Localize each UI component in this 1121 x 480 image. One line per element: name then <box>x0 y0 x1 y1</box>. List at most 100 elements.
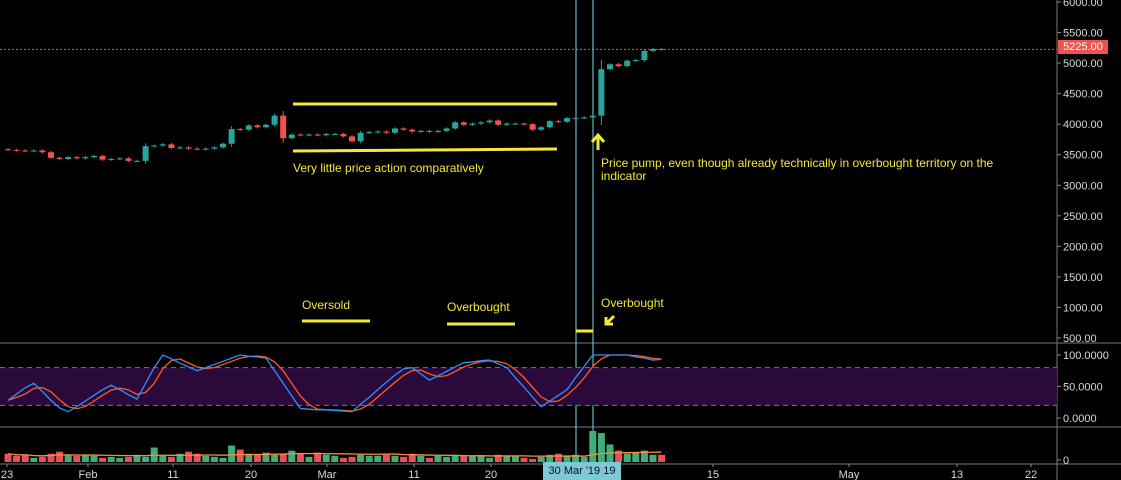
volume-bar <box>425 457 433 462</box>
volume-bar <box>202 455 210 462</box>
volume-bar <box>554 453 562 462</box>
candle <box>254 125 261 128</box>
candle <box>495 120 502 125</box>
candle <box>469 123 476 125</box>
candle <box>650 49 656 51</box>
candle <box>323 133 330 136</box>
candle <box>125 158 132 161</box>
volume-bar <box>615 450 623 462</box>
candle <box>624 60 631 67</box>
volume-bar <box>245 453 253 462</box>
volume-bar <box>623 453 631 462</box>
annotation-line <box>292 147 558 153</box>
volume-bar <box>580 456 588 462</box>
price-tick-label: 4000.00 <box>1063 119 1103 131</box>
candle <box>383 131 390 133</box>
volume-bar <box>116 457 124 462</box>
candle <box>288 134 295 139</box>
volume-bar <box>417 455 425 462</box>
volume-bar <box>64 454 72 462</box>
volume-bar <box>228 445 236 462</box>
stoch-tick-label: 0.0000 <box>1063 413 1097 425</box>
volume-bar <box>434 455 442 462</box>
candle <box>374 131 381 133</box>
candle <box>392 128 398 133</box>
volume-bar <box>4 453 12 462</box>
price-tick-label: 500.00 <box>1063 333 1097 345</box>
time-tick-label: 20 <box>485 469 497 480</box>
volume-bar <box>503 455 511 462</box>
volume-ma-line <box>7 451 662 457</box>
candle <box>486 120 493 123</box>
candle <box>331 133 338 135</box>
volume-bar <box>391 455 399 462</box>
volume-bar <box>322 454 330 462</box>
candle <box>116 158 123 160</box>
volume-bar <box>296 453 304 462</box>
candle <box>73 157 80 159</box>
arrow-up-icon <box>590 132 606 150</box>
candle <box>151 145 158 147</box>
volume-bar <box>236 449 244 462</box>
candle <box>538 127 545 130</box>
candle <box>340 133 347 137</box>
candle <box>48 152 54 158</box>
annotation-overbought-1: Overbought <box>447 300 510 314</box>
volume-bar <box>56 451 64 462</box>
volume-bar <box>288 450 296 462</box>
candle <box>572 118 579 120</box>
volume-bar <box>400 456 408 462</box>
candle <box>271 115 278 125</box>
price-tick-label: 3500.00 <box>1063 150 1103 162</box>
candle <box>39 150 46 153</box>
candle <box>546 121 553 128</box>
volume-bar <box>649 454 657 462</box>
annotation-oversold: Oversold <box>302 298 351 312</box>
volume-bar <box>99 457 107 462</box>
candle <box>598 69 605 116</box>
volume-bar <box>460 455 468 462</box>
volume-bar <box>468 455 476 462</box>
volume-bar <box>520 457 528 462</box>
volume-bar <box>658 454 666 462</box>
volume-bar <box>253 454 261 462</box>
volume-bar <box>348 456 356 462</box>
candle <box>220 143 226 148</box>
candle <box>417 130 424 132</box>
candle <box>30 150 37 152</box>
volume-bar <box>167 456 175 462</box>
candle <box>237 129 244 131</box>
volume-bar <box>305 456 313 462</box>
overbought-oversold-band <box>0 367 1057 406</box>
volume-bar <box>572 454 580 462</box>
volume-bar <box>408 453 416 462</box>
candle <box>245 125 252 130</box>
candle <box>529 124 536 130</box>
candle <box>349 136 355 142</box>
volume-bar <box>443 456 451 462</box>
volume-bar <box>486 457 494 462</box>
candle <box>211 147 218 149</box>
time-tick-label: 23 <box>1 469 13 480</box>
annotation-consolidation: Very little price action comparatively <box>293 161 484 175</box>
time-tick-label: Feb <box>79 469 98 480</box>
volume-bar <box>546 454 554 462</box>
time-tick-label: 22 <box>1025 469 1037 480</box>
volume-bar <box>279 453 287 462</box>
candle <box>460 122 467 125</box>
price-tick-label: 5000.00 <box>1063 58 1103 70</box>
candle <box>615 64 622 67</box>
candle <box>280 115 287 139</box>
candle <box>581 117 588 119</box>
candle <box>263 124 269 128</box>
candle <box>99 155 106 160</box>
candle <box>555 121 562 123</box>
annotation-pump: Price pump, even though already technica… <box>601 156 994 183</box>
candle <box>589 115 596 118</box>
volume-bar <box>142 456 150 462</box>
volume-bar <box>193 453 201 462</box>
volume-bar <box>339 457 347 462</box>
volume-bar <box>210 456 218 462</box>
candle <box>478 122 484 124</box>
